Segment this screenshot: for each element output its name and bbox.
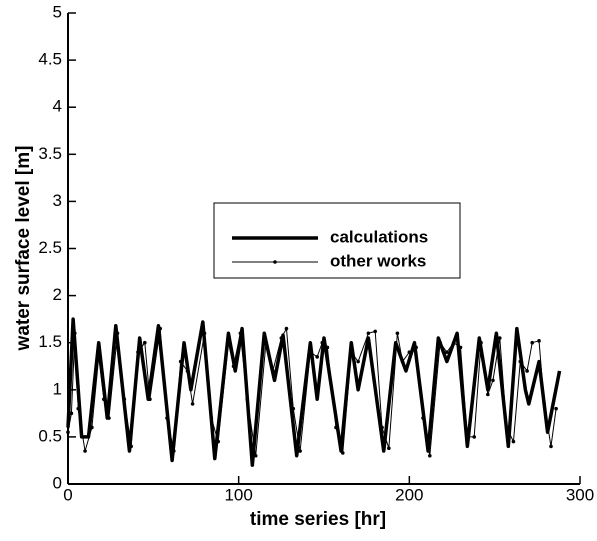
y-tick-label: 3	[53, 191, 62, 210]
data-point	[253, 453, 258, 458]
y-axis-label: water surface level [m]	[13, 146, 34, 352]
x-tick-label: 200	[395, 485, 423, 504]
data-point	[66, 430, 70, 434]
data-point	[537, 339, 541, 343]
data-point	[90, 425, 94, 430]
y-tick-label: 4	[53, 97, 62, 116]
data-point	[165, 416, 169, 420]
series-line	[66, 317, 562, 467]
data-point	[115, 331, 120, 336]
data-point	[69, 411, 74, 416]
y-tick-label: 5	[53, 2, 62, 21]
data-point	[284, 326, 289, 331]
data-point	[96, 355, 101, 359]
data-point	[421, 416, 425, 420]
data-point	[451, 340, 456, 345]
data-point	[380, 425, 384, 430]
data-point	[400, 359, 405, 364]
data-point	[83, 449, 87, 453]
x-tick-label: 300	[566, 485, 594, 504]
data-point	[143, 340, 147, 345]
data-point	[356, 359, 360, 364]
data-point	[264, 340, 268, 345]
data-point	[486, 392, 490, 397]
data-point	[373, 329, 378, 334]
y-tick-label: 3.5	[38, 144, 62, 163]
data-point	[438, 340, 442, 345]
data-point	[325, 345, 330, 350]
data-point	[172, 449, 176, 453]
data-point	[158, 326, 162, 331]
data-point	[511, 439, 516, 444]
data-point	[525, 369, 529, 373]
data-point	[428, 453, 432, 458]
data-point	[76, 406, 81, 411]
data-point	[349, 350, 354, 354]
legend-box	[213, 202, 461, 279]
series-line	[67, 328, 557, 457]
data-point	[148, 397, 152, 402]
data-point	[407, 350, 412, 354]
data-point	[129, 444, 133, 449]
data-point	[530, 340, 535, 345]
data-point	[445, 350, 449, 354]
y-tick-label: 1	[53, 379, 62, 398]
data-point	[245, 397, 249, 402]
y-tick-label: 2.5	[38, 238, 62, 257]
data-point	[472, 435, 476, 439]
data-point	[497, 336, 502, 340]
data-point	[387, 446, 391, 451]
y-tick-label: 0.5	[38, 426, 62, 445]
data-point	[518, 359, 523, 364]
data-point	[458, 345, 463, 350]
data-point	[554, 406, 558, 411]
data-point	[542, 402, 546, 406]
data-point	[366, 331, 371, 336]
data-point	[340, 451, 345, 455]
data-point	[395, 331, 400, 336]
y-tick-label: 1.5	[38, 332, 62, 351]
data-point	[238, 331, 243, 336]
x-tick-label: 100	[224, 485, 252, 504]
data-point	[279, 336, 284, 340]
data-point	[271, 369, 275, 373]
data-point	[308, 350, 313, 354]
data-point	[216, 439, 220, 444]
data-point	[102, 397, 106, 402]
data-point	[491, 378, 495, 383]
y-tick-label: 0	[53, 473, 62, 492]
data-point	[136, 350, 140, 354]
data-point	[504, 425, 509, 430]
data-point	[315, 355, 319, 359]
x-axis-label: time series [hr]	[250, 509, 386, 530]
y-tick-label: 2	[53, 285, 62, 304]
data-point	[226, 340, 231, 345]
data-point	[73, 331, 77, 336]
y-tick-label: 4.5	[38, 50, 62, 69]
data-point	[209, 416, 214, 420]
legend-label: other works	[330, 251, 426, 270]
data-point	[298, 449, 302, 453]
data-point	[202, 331, 207, 336]
data-point	[320, 340, 325, 345]
data-point	[107, 416, 111, 420]
legend-label: calculations	[330, 227, 428, 246]
data-point	[549, 444, 553, 449]
data-point	[414, 345, 418, 350]
data-point	[190, 402, 195, 406]
x-tick-label: 0	[63, 485, 72, 504]
data-point	[465, 435, 470, 439]
data-point	[231, 364, 236, 369]
legend-dot	[273, 260, 277, 264]
data-point	[479, 340, 483, 345]
data-point	[291, 406, 296, 411]
data-point	[185, 369, 190, 373]
data-point	[178, 359, 183, 364]
data-point	[334, 425, 338, 430]
data-point	[122, 397, 127, 402]
